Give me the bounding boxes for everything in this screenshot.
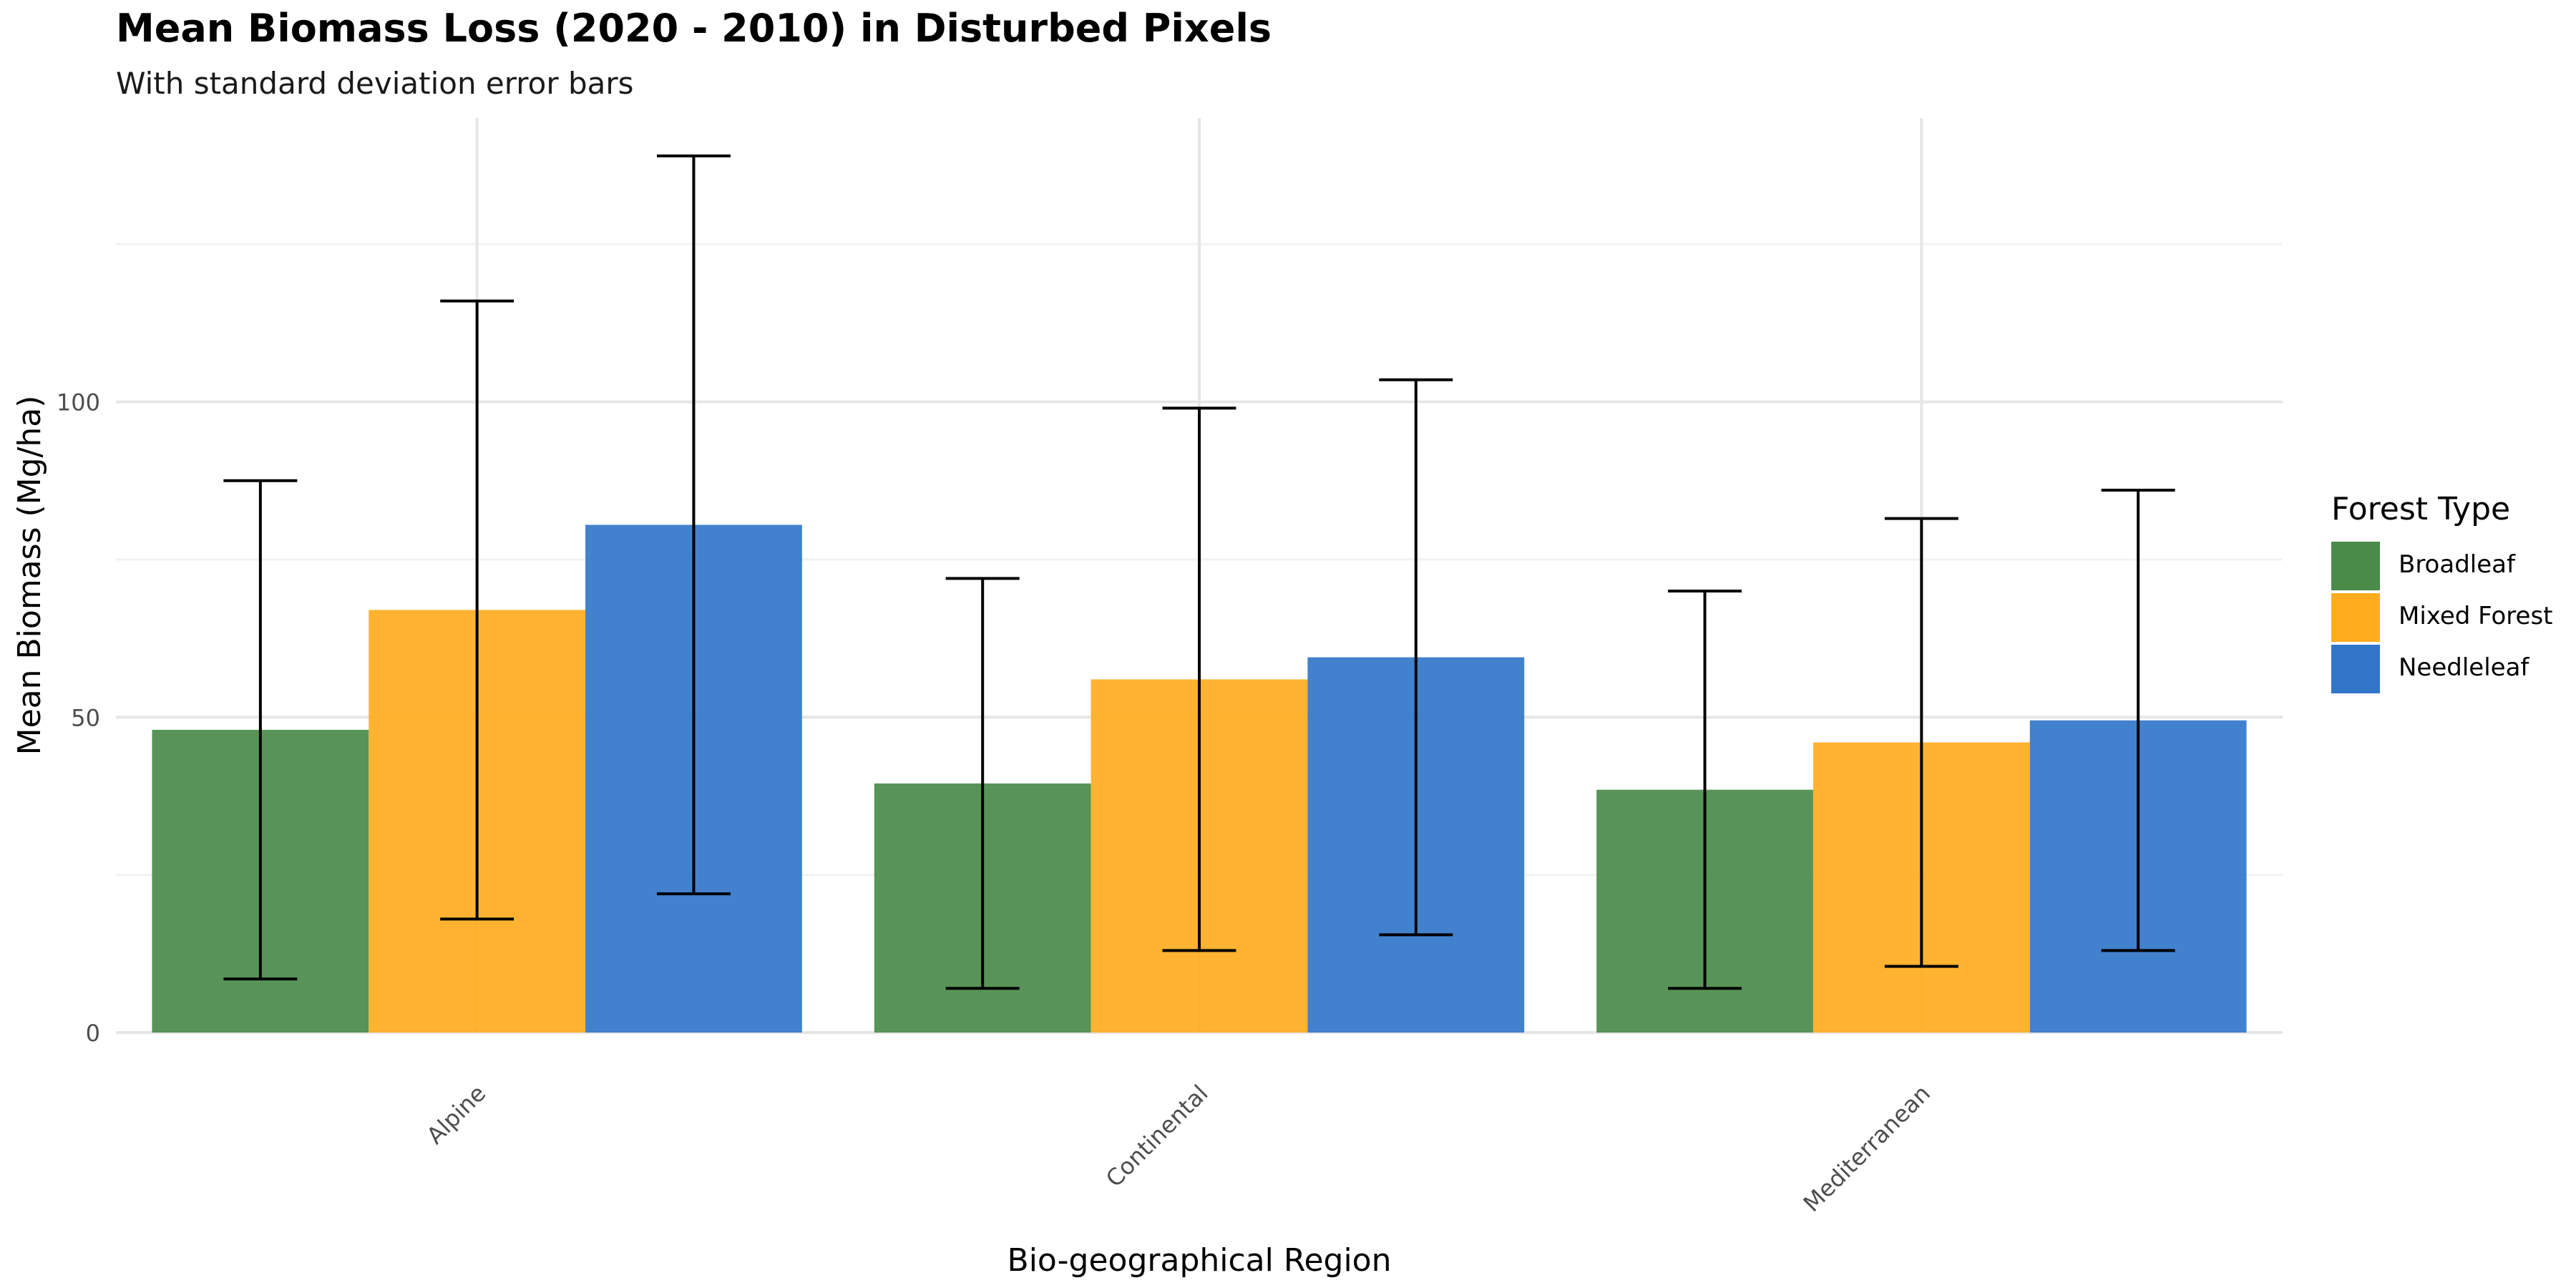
chart-subtitle: With standard deviation error bars — [116, 66, 634, 101]
x-tick-label-alpine: Alpine — [421, 1080, 492, 1150]
y-tick-label: 0 — [86, 1020, 100, 1047]
legend-item: Needleleaf — [2331, 645, 2529, 696]
y-tick-label: 100 — [57, 389, 100, 416]
legend-swatch — [2331, 542, 2380, 590]
y-tick-label: 50 — [71, 704, 100, 731]
legend-item: Mixed Forest — [2331, 593, 2553, 645]
x-tick-label-continental: Continental — [1101, 1080, 1214, 1193]
legend-item: Broadleaf — [2331, 542, 2515, 593]
legend-title: Forest Type — [2331, 491, 2511, 527]
legend: Forest Type Broadleaf Mixed Forest Needlel… — [2331, 491, 2553, 696]
legend-label: Broadleaf — [2399, 550, 2515, 579]
x-axis-title: Bio-geographical Region — [1008, 1242, 1392, 1279]
y-axis-title: Mean Biomass (Mg/ha) — [11, 396, 48, 756]
legend-label: Needleleaf — [2399, 653, 2529, 682]
chart-title: Mean Biomass Loss (2020 - 2010) in Distu… — [116, 6, 1272, 51]
x-tick-label-mediterranean: Mediterranean — [1798, 1080, 1936, 1217]
legend-swatch — [2331, 645, 2380, 693]
legend-swatch — [2331, 593, 2380, 642]
legend-label: Mixed Forest — [2399, 602, 2553, 630]
